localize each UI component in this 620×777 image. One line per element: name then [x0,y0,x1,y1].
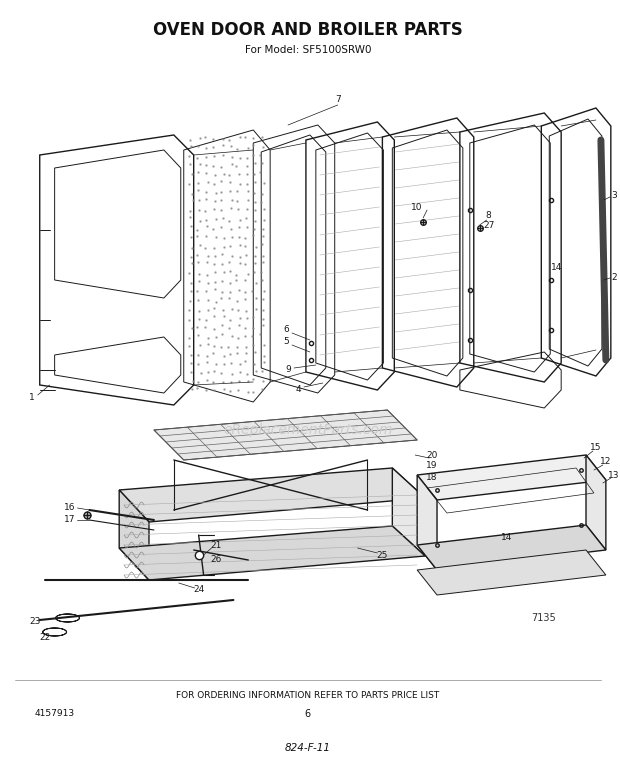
Text: 18: 18 [427,472,438,482]
Polygon shape [119,468,425,522]
Text: 6: 6 [283,326,289,335]
Polygon shape [119,526,425,580]
Text: 4157913: 4157913 [35,709,74,719]
Polygon shape [417,475,437,570]
Text: 23: 23 [29,618,40,626]
Polygon shape [154,410,417,460]
Text: 25: 25 [377,550,388,559]
Polygon shape [417,550,606,595]
Polygon shape [586,455,606,550]
Text: 19: 19 [427,462,438,471]
Text: For Model: SF5100SRW0: For Model: SF5100SRW0 [245,45,371,55]
Text: 7: 7 [335,96,340,104]
Text: 8: 8 [486,211,492,219]
Text: 16: 16 [64,503,75,513]
Text: 4: 4 [295,385,301,395]
Text: 10: 10 [412,204,423,212]
Text: 24: 24 [193,586,204,594]
Polygon shape [119,490,149,580]
Text: 7135: 7135 [531,613,556,623]
Polygon shape [392,468,425,556]
Text: 3: 3 [611,190,617,200]
Text: eReplacementParts.com: eReplacementParts.com [223,423,392,437]
Text: 17: 17 [64,515,75,524]
Text: 6: 6 [305,709,311,719]
Polygon shape [417,525,606,570]
Text: 20: 20 [427,451,438,459]
Text: 15: 15 [590,444,601,452]
Text: 2: 2 [611,274,617,283]
Text: 26: 26 [211,556,222,565]
Text: OVEN DOOR AND BROILER PARTS: OVEN DOOR AND BROILER PARTS [153,21,463,39]
Text: 824-F-11: 824-F-11 [285,743,331,753]
Text: FOR ORDERING INFORMATION REFER TO PARTS PRICE LIST: FOR ORDERING INFORMATION REFER TO PARTS … [176,692,440,701]
Polygon shape [417,455,606,500]
Text: 12: 12 [600,458,611,466]
Text: 14: 14 [501,534,512,542]
Text: 5: 5 [283,337,289,347]
Text: 27: 27 [483,221,494,231]
Text: 21: 21 [211,541,222,549]
Text: 1: 1 [29,393,35,402]
Text: 9: 9 [285,365,291,375]
Text: 22: 22 [39,633,50,643]
Text: 13: 13 [608,471,619,479]
Text: 14: 14 [551,263,562,273]
